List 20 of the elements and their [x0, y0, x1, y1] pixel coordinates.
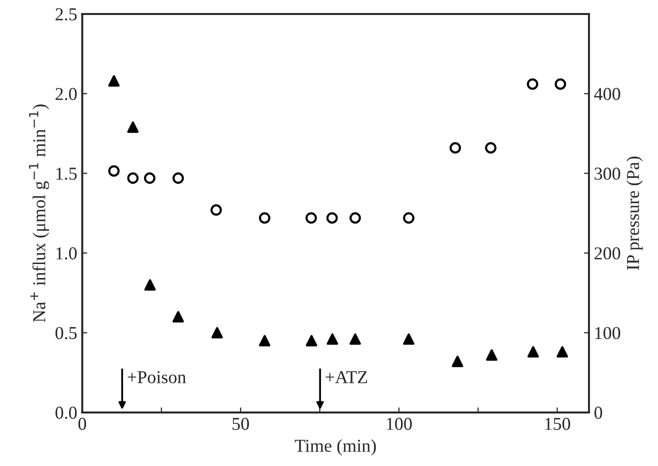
ref-line-label: +Poison [128, 371, 186, 384]
x-tick-label: 50 [232, 418, 249, 430]
y2-tick-label: 300 [594, 168, 620, 180]
x-tick-label: 100 [386, 418, 412, 430]
y-tick-label: 0.0 [56, 406, 77, 419]
x-axis-title: Time (min) [294, 439, 376, 456]
y2-tick-label: 0 [594, 406, 602, 419]
y2-tick-label: 200 [594, 247, 620, 260]
y-axis-title: Na$^{+}$ influx (μmol g$^{−1}$ min$^{−1}$) [29, 104, 50, 322]
y2-tick-label: 400 [594, 88, 620, 100]
y-tick-label: 2.0 [56, 88, 77, 100]
x-tick-label: 150 [545, 418, 570, 430]
y2-axis-title: IP pressure (Pa) [626, 156, 643, 270]
x-tick-label: 0 [78, 418, 86, 430]
y-tick-label: 1.0 [56, 247, 77, 260]
y2-tick-label: 100 [595, 326, 620, 340]
y-tick-label: 0.5 [56, 326, 77, 340]
y-tick-label: 2.5 [56, 8, 77, 20]
y-tick-label: 1.5 [56, 168, 77, 180]
ref-line-label: +ATZ [326, 371, 368, 384]
